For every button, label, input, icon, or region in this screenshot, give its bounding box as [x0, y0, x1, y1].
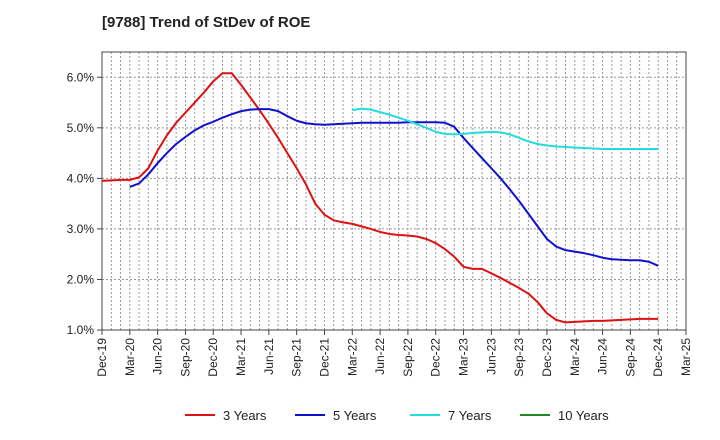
plot-area — [102, 52, 686, 330]
legend-label-10-years: 10 Years — [558, 408, 609, 423]
x-tick-label: Dec-19 — [95, 338, 109, 377]
x-tick-label: Mar-20 — [123, 338, 137, 376]
x-tick-label: Mar-21 — [234, 338, 248, 376]
y-tick-label: 4.0% — [67, 171, 95, 185]
legend-label-5-years: 5 Years — [333, 408, 377, 423]
x-tick-label: Mar-24 — [568, 338, 582, 376]
legend: 3 Years 5 Years 7 Years 10 Years — [185, 408, 609, 423]
x-tick-label: Mar-23 — [457, 338, 471, 376]
x-tick-label: Jun-22 — [373, 338, 387, 375]
series-layer — [101, 72, 659, 324]
x-tick-label: Mar-22 — [345, 338, 359, 376]
x-tick-label: Dec-22 — [429, 338, 443, 377]
legend-label-7-years: 7 Years — [448, 408, 492, 423]
y-tick-label: 2.0% — [67, 272, 95, 286]
x-tick-label: Sep-20 — [178, 338, 192, 377]
x-tick-label: Dec-20 — [206, 338, 220, 377]
plot-frame — [101, 51, 687, 331]
x-tick-label: Dec-24 — [651, 338, 665, 377]
x-tick-label: Jun-20 — [151, 338, 165, 375]
x-tick-label: Jun-21 — [262, 338, 276, 375]
y-tick-label: 3.0% — [67, 222, 95, 236]
x-tick-label: Sep-23 — [512, 338, 526, 377]
y-axis: 1.0% 2.0% 3.0% 4.0% 5.0% 6.0% — [67, 70, 102, 337]
x-tick-label: Sep-21 — [290, 338, 304, 377]
y-tick-label: 5.0% — [67, 121, 95, 135]
x-tick-label: Dec-23 — [540, 338, 554, 377]
x-tick-label: Jun-23 — [484, 338, 498, 375]
chart-title: [9788] Trend of StDev of ROE — [102, 14, 310, 31]
x-tick-label: Jun-24 — [596, 338, 610, 375]
y-tick-label: 6.0% — [67, 70, 95, 84]
series-line-3-years — [101, 72, 659, 324]
legend-label-3-years: 3 Years — [223, 408, 267, 423]
x-tick-label: Mar-25 — [679, 338, 693, 376]
x-tick-label: Sep-24 — [623, 338, 637, 377]
y-tick-label: 1.0% — [67, 323, 95, 337]
x-tick-label: Dec-21 — [317, 338, 331, 377]
x-tick-label: Sep-22 — [401, 338, 415, 377]
series-line-7-years — [352, 107, 659, 151]
x-axis: Dec-19 Mar-20 Jun-20 Sep-20 Dec-20 Mar-21 Jun-… — [95, 330, 693, 377]
series-line-5-years — [129, 108, 659, 267]
